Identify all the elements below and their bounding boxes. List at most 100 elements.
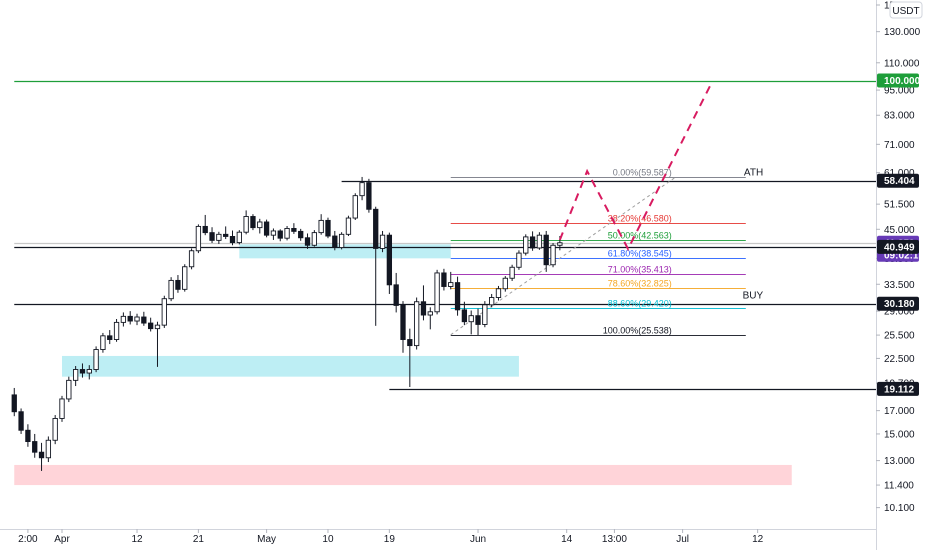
price-tag-bg: [877, 239, 919, 254]
candle-body: [338, 233, 345, 248]
candle-body: [175, 279, 181, 290]
fibonacci-retracement[interactable]: 0.00%(59.587) 38.20%(46.580) 50.00%(42.563…: [450, 168, 746, 336]
candle-body: [475, 315, 481, 325]
candle-body: [66, 379, 72, 400]
price-tag-bg: [877, 296, 919, 311]
candle-48: [338, 232, 345, 250]
projection-path: [558, 85, 711, 252]
price-tag-label: 58.404: [884, 176, 915, 187]
candle-body: [441, 272, 447, 287]
candle-62: [434, 269, 440, 315]
zone-2: [14, 464, 792, 486]
candle-body: [373, 208, 379, 249]
candle-body: [311, 232, 317, 246]
y-tick-label-5: 71.000: [884, 140, 915, 151]
candle-32: [229, 230, 236, 246]
annotation-buy: BUY: [743, 291, 764, 302]
candle-body: [502, 277, 508, 290]
candle-body: [141, 316, 147, 324]
candle-16: [120, 312, 127, 327]
annotation-ath: ATH: [744, 168, 763, 179]
y-tick-label-13: 22.500: [884, 354, 915, 365]
candle-body: [229, 236, 236, 244]
candle-body: [59, 398, 65, 419]
candle-56: [393, 272, 399, 313]
candle-54: [379, 230, 386, 253]
candle-59: [413, 297, 420, 350]
candle-22: [161, 295, 167, 328]
candle-49: [345, 215, 352, 237]
candle-body: [263, 221, 270, 236]
candle-body: [32, 441, 38, 453]
candle-body: [454, 282, 461, 311]
fib-level-label-1: 38.20%(46.580): [608, 214, 672, 224]
candle-body: [468, 315, 474, 323]
candle-body: [523, 236, 529, 254]
candle-body: [366, 182, 372, 210]
price-tag-4: 30.180: [877, 296, 919, 311]
candle-body: [461, 309, 468, 323]
candle-41: [291, 223, 297, 234]
price-tag-5: 19.112: [877, 381, 919, 396]
candle-27: [195, 224, 202, 254]
currency-badge[interactable]: USDT: [889, 1, 923, 19]
candle-25: [182, 264, 188, 292]
candle-body: [100, 335, 106, 350]
candle-60: [420, 285, 427, 321]
candle-55: [386, 232, 393, 294]
fib-level-label-3: 61.80%(38.545): [608, 249, 672, 259]
x-tick-label-9: 13:00: [602, 534, 627, 545]
candle-body: [536, 234, 543, 249]
x-tick-label-11: 12: [752, 534, 764, 545]
candle-body: [11, 394, 17, 413]
candle-body: [45, 439, 52, 459]
candle-body: [393, 284, 399, 306]
price-tag-countdown: 09:02:15: [884, 250, 924, 261]
candle-77: [536, 232, 543, 250]
candle-body: [154, 324, 161, 330]
price-axis[interactable]: 150.000130.000110.00095.00083.00071.0006…: [876, 1, 921, 515]
candle-76: [529, 231, 536, 251]
candle-47: [332, 230, 338, 251]
candle-body: [195, 225, 202, 252]
candle-body: [434, 272, 440, 313]
time-axis[interactable]: 2:00 Apr 12 21 May 10 19 Jun 14 13:00 Jul 12: [18, 529, 764, 545]
candle-body: [134, 316, 140, 322]
candle-body: [318, 219, 324, 234]
candle-body: [427, 311, 433, 316]
candle-body: [107, 335, 113, 340]
candle-66: [461, 301, 468, 326]
candle-body: [298, 230, 304, 239]
candle-68: [475, 308, 481, 336]
candle-body: [216, 233, 222, 241]
y-tick-label-1: 130.000: [884, 27, 921, 38]
candle-37: [263, 219, 270, 238]
candle-65: [454, 276, 461, 316]
x-tick-label-0: 2:00: [18, 534, 38, 545]
x-tick-label-4: May: [257, 534, 276, 545]
x-tick-label-2: 12: [131, 534, 143, 545]
candle-body: [250, 216, 256, 229]
candle-6: [52, 415, 58, 445]
candle-body: [86, 369, 92, 374]
candle-30: [216, 231, 222, 244]
candle-body: [543, 234, 549, 266]
y-tick-label-15: 17.000: [884, 406, 915, 417]
candle-39: [277, 229, 283, 242]
candle-body: [209, 232, 215, 241]
price-tag-label: 100.000: [884, 76, 921, 87]
y-tick-label-3: 95.000: [884, 86, 915, 97]
candle-body: [93, 349, 99, 370]
candle-17: [127, 311, 133, 325]
candle-50: [352, 193, 358, 221]
candle-18: [134, 313, 140, 326]
y-tick-label-19: 10.100: [884, 503, 915, 514]
x-tick-label-10: Jul: [676, 534, 689, 545]
y-tick-label-10: 33.500: [884, 280, 915, 291]
candle-71: [495, 285, 502, 301]
x-tick-label-1: Apr: [54, 534, 70, 545]
candle-34: [243, 210, 249, 235]
price-tag-1: 58.404: [877, 173, 919, 188]
candle-10: [79, 363, 86, 378]
